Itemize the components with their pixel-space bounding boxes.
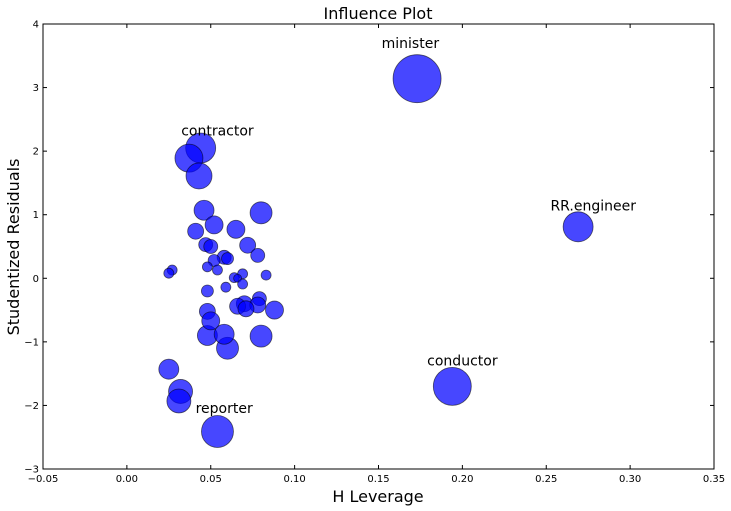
plot-frame [42,23,715,470]
point-annotation: conductor [427,353,498,369]
y-tick-label: −1 [24,337,39,348]
data-point [237,300,255,318]
data-point [265,300,284,320]
data-point [204,215,224,235]
data-point [237,278,249,290]
y-tick-label: 2 [33,147,39,158]
data-point [212,264,223,276]
y-axis-label: Studentized Residuals [4,159,23,336]
x-tick-label: 0.00 [116,474,138,485]
data-point [260,269,272,281]
chart-title: Influence Plot [324,4,433,23]
data-point [158,358,180,380]
y-tick-label: 4 [33,20,39,31]
x-tick-label: 0.25 [535,474,557,485]
data-point [213,323,235,345]
data-point [250,247,266,263]
data-point [239,236,257,254]
y-tick-label: −3 [24,465,39,476]
x-tick-label: 0.10 [283,474,305,485]
data-point [187,222,205,240]
points-layer [158,54,594,448]
annotation-layer: minister contractor RR.engineer conductor re… [181,36,636,417]
x-tick-label: 0.35 [703,474,725,485]
data-point [193,199,215,221]
data-point [249,201,273,225]
x-tick-label: 0.30 [619,474,641,485]
data-point [220,281,232,293]
x-tick-label: 0.15 [367,474,389,485]
x-axis-label: H Leverage [332,487,423,506]
data-point [200,284,214,298]
y-tick-label: −2 [24,401,39,412]
data-point [221,252,234,265]
y-tick-label: 1 [33,210,39,221]
point-annotation: RR.engineer [550,198,636,214]
point-annotation: contractor [181,123,254,139]
data-point [226,219,246,239]
data-point [249,324,273,348]
tick-layer: −0.05 0.00 0.05 0.10 0.15 0.20 0.25 0.30 0.35 −3 −… [24,20,725,486]
y-tick-label: 3 [33,83,39,94]
data-point [201,261,213,273]
y-tick-label: 0 [33,274,39,285]
x-tick-label: 0.20 [451,474,473,485]
x-tick-label: −0.05 [28,474,59,485]
point-annotation: reporter [196,401,253,417]
data-point [203,239,219,254]
point-annotation: minister [382,36,440,52]
x-tick-label: 0.05 [200,474,222,485]
data-point [185,162,213,190]
data-point [166,388,192,414]
data-point [163,267,175,279]
data-point [562,211,594,243]
data-point [432,366,472,406]
data-point [201,415,234,448]
data-point [392,54,442,104]
data-point [201,311,221,331]
